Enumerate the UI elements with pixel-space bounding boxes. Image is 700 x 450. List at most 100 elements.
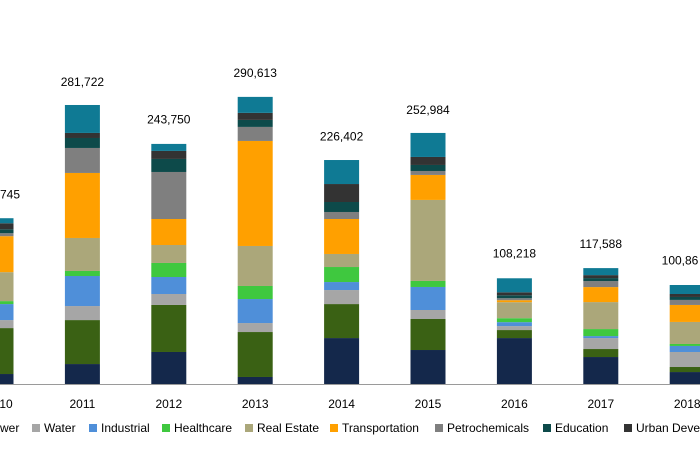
bar-segment: [151, 276, 187, 294]
bar-segment: [64, 270, 100, 277]
legend-swatch: [245, 424, 253, 432]
bar-segment: [669, 321, 700, 344]
bar-segment: [583, 336, 619, 339]
legend-label: Transportation: [342, 421, 419, 435]
x-tick-label: 2013: [242, 397, 269, 411]
bar-segment: [237, 119, 273, 127]
bar-segment: [410, 199, 446, 281]
bar-segment: [0, 304, 14, 321]
bar-segment: [324, 160, 360, 185]
bar-segment: [151, 262, 187, 277]
total-label: 100,86: [662, 254, 699, 268]
bar-segment: [64, 132, 100, 138]
total-label: 281,722: [61, 75, 105, 89]
bar-segment: [324, 304, 360, 339]
bar-segment: [0, 301, 14, 305]
bar-segment: [324, 282, 360, 291]
bar-segment: [0, 272, 14, 302]
bar-segment: [237, 332, 273, 377]
bar-segment: [496, 330, 532, 339]
legend-swatch: [162, 424, 170, 432]
bar-segment: [669, 293, 700, 297]
bar-segment: [237, 140, 273, 246]
bar-segment: [237, 285, 273, 300]
total-label: 745: [0, 187, 20, 201]
bar-segment: [583, 275, 619, 279]
bar-segment: [410, 309, 446, 319]
total-label: 290,613: [234, 66, 278, 80]
bar-segment: [151, 219, 187, 245]
bar-segment: [0, 223, 14, 230]
legend-swatch: [330, 424, 338, 432]
bar-segment: [237, 376, 273, 384]
bar-segment: [151, 158, 187, 172]
bar-segment: [583, 357, 619, 384]
bar-segment: [324, 338, 360, 384]
legend-label: Urban Deve: [636, 421, 700, 435]
bar-segment: [410, 280, 446, 287]
bar-segment: [237, 126, 273, 141]
bar-segment: [496, 302, 532, 319]
bar-segment: [410, 318, 446, 351]
bar-segment: [410, 286, 446, 310]
bar-segment: [669, 285, 700, 294]
bar-segment: [0, 374, 14, 384]
x-tick-label: 2012: [155, 397, 182, 411]
bar-segment: [583, 281, 619, 288]
bar-segment: [151, 171, 187, 220]
bar-segment: [669, 367, 700, 373]
x-tick-label: 2018: [674, 397, 700, 411]
bar-segment: [64, 237, 100, 271]
bar-segment: [583, 349, 619, 358]
bar-segment: [0, 233, 14, 237]
bar-segment: [496, 338, 532, 384]
x-tick-label: 10: [0, 397, 13, 411]
bar-segment: [583, 329, 619, 337]
bar-segment: [410, 164, 446, 171]
bar-segment: [669, 351, 700, 368]
legend-label: Water: [44, 421, 76, 435]
legend-label: Industrial: [101, 421, 150, 435]
bar-segment: [0, 218, 14, 224]
bar-segment: [583, 302, 619, 330]
bar-segment: [410, 132, 446, 157]
legend-label: Healthcare: [174, 421, 232, 435]
legend-label: Real Estate: [257, 421, 319, 435]
bar-segment: [583, 278, 619, 282]
bar-segment: [669, 343, 700, 346]
bar-segment: [64, 320, 100, 365]
bar-segment: [64, 172, 100, 238]
bar-segment: [151, 293, 187, 305]
bar-segment: [64, 306, 100, 321]
bar-segment: [0, 236, 14, 273]
bar-segment: [410, 170, 446, 175]
bar-segment: [496, 326, 532, 331]
bar-segment: [324, 290, 360, 305]
x-tick-label: 2017: [587, 397, 614, 411]
legend-swatch: [543, 424, 551, 432]
bar-segment: [237, 245, 273, 286]
bar-segment: [496, 300, 532, 303]
bar-segment: [410, 174, 446, 200]
bar-segment: [0, 320, 14, 329]
bar-segment: [324, 184, 360, 203]
bar-segment: [496, 292, 532, 296]
bar-segment: [669, 372, 700, 384]
bar-segment: [496, 298, 532, 301]
bar-segment: [151, 150, 187, 159]
bar-segment: [64, 276, 100, 307]
bar-segment: [496, 322, 532, 327]
bar-segment: [410, 156, 446, 165]
bar-segment: [669, 345, 700, 352]
bar-segment: [237, 323, 273, 333]
legend-swatch: [435, 424, 443, 432]
bar-segment: [496, 318, 532, 323]
x-tick-label: 2011: [69, 397, 95, 411]
bar-segment: [324, 211, 360, 220]
total-label: 252,984: [406, 103, 450, 117]
bar-segment: [324, 202, 360, 212]
bar-segment: [669, 304, 700, 322]
bar-segment: [410, 350, 446, 384]
